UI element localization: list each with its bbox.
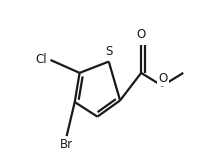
Text: O: O [158, 72, 168, 85]
Text: Br: Br [60, 138, 73, 151]
Text: S: S [105, 45, 112, 58]
Text: Cl: Cl [36, 53, 47, 66]
Text: O: O [137, 28, 146, 41]
